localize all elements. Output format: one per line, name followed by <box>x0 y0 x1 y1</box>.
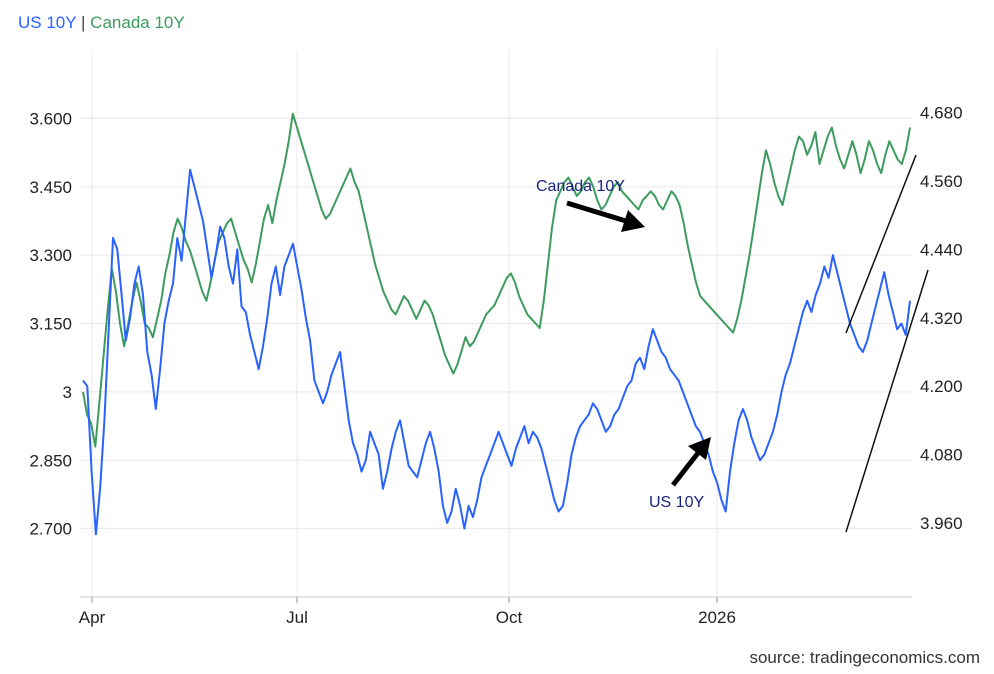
annotation-arrowhead-us <box>688 437 711 460</box>
right-tick-label: 4.680 <box>920 104 963 123</box>
left-tick-label: 3 <box>63 383 72 402</box>
x-tick-label: Oct <box>496 608 523 627</box>
right-axis-ticks: 4.680 4.560 4.440 4.320 4.200 4.080 3.960 <box>920 104 963 533</box>
left-tick-label: 2.700 <box>29 520 72 539</box>
left-axis-ticks: 3.600 3.450 3.300 3.150 3 2.850 2.700 <box>29 109 72 538</box>
right-tick-label: 4.440 <box>920 240 963 259</box>
series-line-us-10y <box>82 168 911 536</box>
series-line-canada-10y <box>82 112 911 448</box>
x-tick-label: Apr <box>79 608 106 627</box>
legend-separator: | <box>81 13 86 32</box>
left-tick-label: 3.600 <box>29 109 72 128</box>
right-tick-label: 4.320 <box>920 309 963 328</box>
annotation-arrow-canada <box>566 200 627 224</box>
legend-canada-10y[interactable]: Canada 10Y <box>90 13 185 32</box>
left-tick-label: 3.450 <box>29 178 72 197</box>
right-tick-label: 3.960 <box>920 514 963 533</box>
legend-us-10y[interactable]: US 10Y <box>18 13 77 32</box>
x-tick-label: Jul <box>286 608 308 627</box>
right-tick-label: 4.080 <box>920 446 963 465</box>
annotation-arrowhead-canada <box>621 210 645 232</box>
annotation-label-canada-10y: Canada 10Y <box>536 178 625 195</box>
source-credit: source: tradingeconomics.com <box>749 648 980 667</box>
right-tick-label: 4.200 <box>920 377 963 396</box>
trend-line-us <box>845 269 929 533</box>
annotation-label-us-10y: US 10Y <box>649 494 704 511</box>
left-tick-label: 2.850 <box>29 451 72 470</box>
x-axis-ticks: Apr Jul Oct 2026 <box>79 597 736 627</box>
left-tick-label: 3.150 <box>29 315 72 334</box>
left-tick-label: 3.300 <box>29 246 72 265</box>
x-tick-label: 2026 <box>698 608 736 627</box>
right-tick-label: 4.560 <box>920 172 963 191</box>
chart-legend: US 10Y | Canada 10Y <box>18 13 185 33</box>
trend-line-canada <box>845 154 917 334</box>
grid-lines <box>80 50 912 597</box>
annotation-arrow-us <box>671 451 700 487</box>
